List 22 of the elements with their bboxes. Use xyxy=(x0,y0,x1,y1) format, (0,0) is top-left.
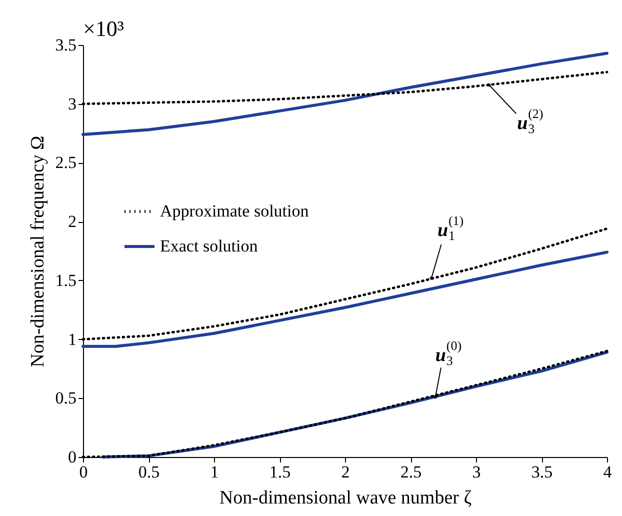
y-tick-label: 1 xyxy=(68,330,76,349)
line-series xyxy=(82,52,608,136)
y-tick-label: 2 xyxy=(68,212,76,232)
y-tick-label: 1.5 xyxy=(55,270,76,290)
y-axis-title: Non-dimensional frequency Ω xyxy=(27,136,48,368)
y-tick-label: 3.5 xyxy=(55,36,76,54)
x-tick-label: 4 xyxy=(603,462,612,482)
y-tick-label: 0 xyxy=(68,448,76,466)
x-tick-label: 1 xyxy=(210,462,219,482)
legend-label: Approximate solution xyxy=(160,202,310,220)
legend-label: Exact solution xyxy=(160,236,258,256)
y-tick-label: 3 xyxy=(68,94,76,114)
y-tick-label: 0.5 xyxy=(55,388,76,408)
y-tick-label: 2.5 xyxy=(55,153,76,172)
x-tick-label: 3 xyxy=(472,462,481,482)
text: ×10³ xyxy=(83,16,124,41)
x-axis-title: Non-dimensional wave number ζ xyxy=(219,488,472,508)
x-tick-label: 0.5 xyxy=(138,462,160,482)
x-tick-label: 2.5 xyxy=(400,462,422,482)
x-tick-label: 2 xyxy=(341,462,350,482)
x-tick-label: 3.5 xyxy=(531,462,553,482)
x-tick-label: 1.5 xyxy=(269,462,291,482)
